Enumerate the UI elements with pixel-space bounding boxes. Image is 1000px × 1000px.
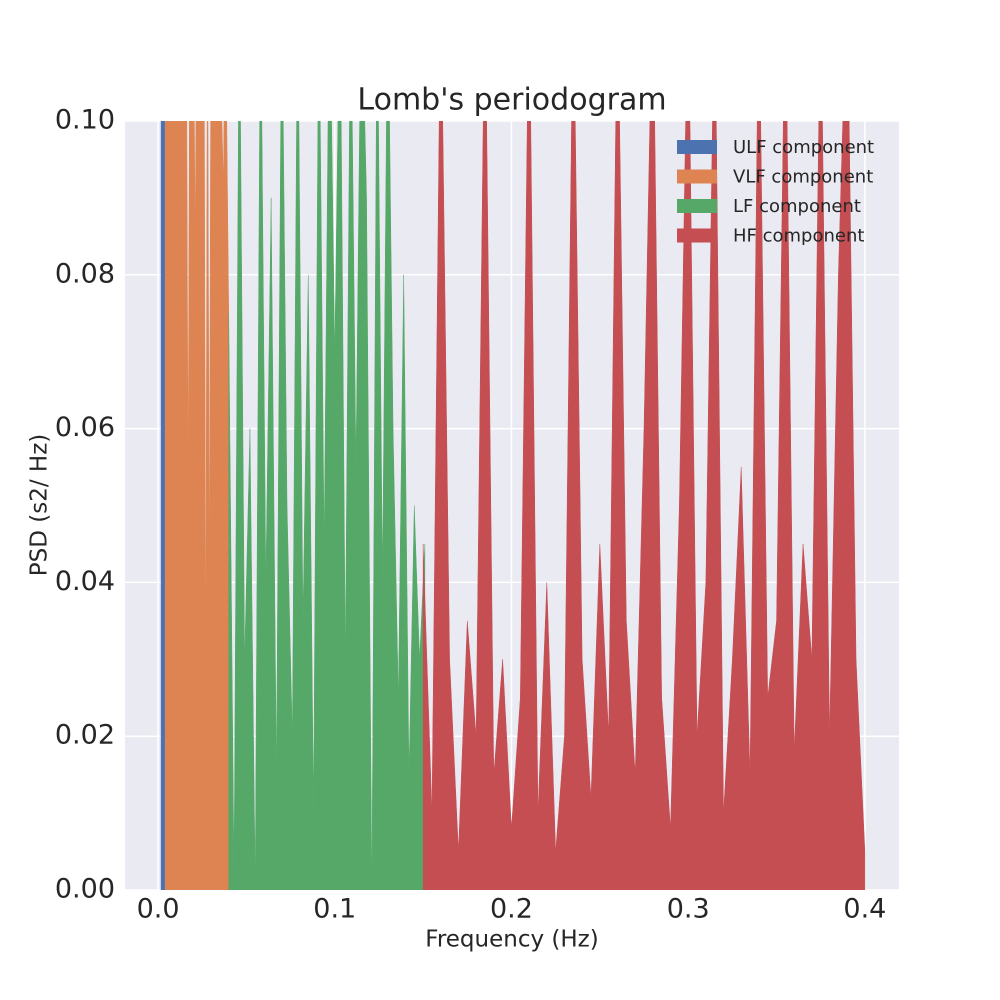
y-tick-label: 0.02	[55, 720, 115, 751]
psd-area	[164, 121, 229, 890]
y-tick-label: 0.00	[55, 874, 115, 905]
legend-label: VLF component	[733, 167, 873, 188]
psd-area	[160, 121, 166, 890]
legend-swatch	[677, 199, 717, 213]
x-tick-label: 0.4	[843, 894, 886, 925]
legend-label: HF component	[733, 226, 864, 247]
legend-swatch	[677, 169, 717, 184]
x-tick-label: 0.0	[137, 894, 180, 925]
x-tick-label: 0.2	[490, 894, 533, 925]
psd-area	[228, 121, 426, 890]
y-tick-label: 0.10	[55, 105, 115, 136]
legend-label: ULF component	[733, 137, 874, 158]
x-tick-label: 0.3	[667, 894, 710, 925]
psd-area	[422, 121, 866, 890]
y-tick-label: 0.04	[55, 566, 115, 597]
x-axis-label: Frequency (Hz)	[425, 927, 598, 953]
legend-label: LF component	[733, 196, 861, 217]
legend-swatch	[677, 140, 717, 154]
y-tick-label: 0.06	[55, 412, 115, 443]
x-tick-label: 0.1	[313, 894, 356, 925]
legend-swatch	[677, 228, 717, 243]
y-axis-label: PSD (s2/ Hz)	[27, 434, 53, 576]
chart-title: Lomb's periodogram	[357, 83, 666, 118]
y-tick-label: 0.08	[55, 258, 115, 289]
